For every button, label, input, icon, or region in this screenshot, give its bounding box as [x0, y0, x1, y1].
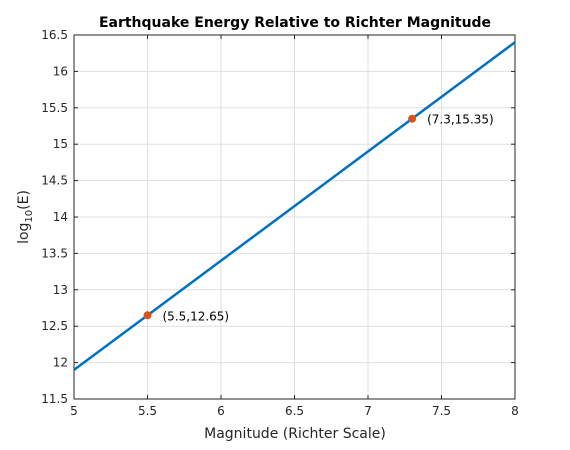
- grid: [73, 34, 516, 400]
- y-tick-label: 16: [53, 64, 68, 78]
- y-tick-label: 11.5: [41, 392, 68, 406]
- points: (5.5,12.65) (7.3,15.35): [143, 113, 494, 323]
- x-tick-label: 6: [217, 404, 225, 418]
- data-point: [143, 311, 152, 320]
- y-tick-label: 16.5: [41, 28, 68, 42]
- point-annotation: (5.5,12.65): [163, 309, 230, 323]
- x-tick-label: 5: [70, 404, 78, 418]
- y-tick-label: 13.5: [41, 246, 68, 260]
- y-tick-label: 14.5: [41, 174, 68, 188]
- chart-title: Earthquake Energy Relative to Richter Ma…: [99, 15, 491, 31]
- data-point: [408, 114, 417, 123]
- y-tick-label: 15: [53, 137, 68, 151]
- ticks: 5 5.5 6 6.5 7 7.5 8 11.5 12 12.5 13 13.5 14 14.5 15 15.…: [41, 28, 519, 418]
- x-axis-label: Magnitude (Richter Scale): [204, 426, 386, 442]
- point-annotation: (7.3,15.35): [427, 113, 494, 127]
- y-axis-label: log10(E): [16, 190, 35, 244]
- x-tick-label: 7: [364, 404, 372, 418]
- y-tick-label: 12: [53, 356, 68, 370]
- x-tick-label: 7.5: [432, 404, 451, 418]
- x-tick-label: 5.5: [138, 404, 157, 418]
- x-tick-label: 6.5: [285, 404, 304, 418]
- y-tick-label: 13: [53, 283, 68, 297]
- y-tick-label: 12.5: [41, 319, 68, 333]
- x-tick-label: 8: [511, 404, 519, 418]
- y-tick-label: 14: [53, 210, 68, 224]
- y-tick-label: 15.5: [41, 101, 68, 115]
